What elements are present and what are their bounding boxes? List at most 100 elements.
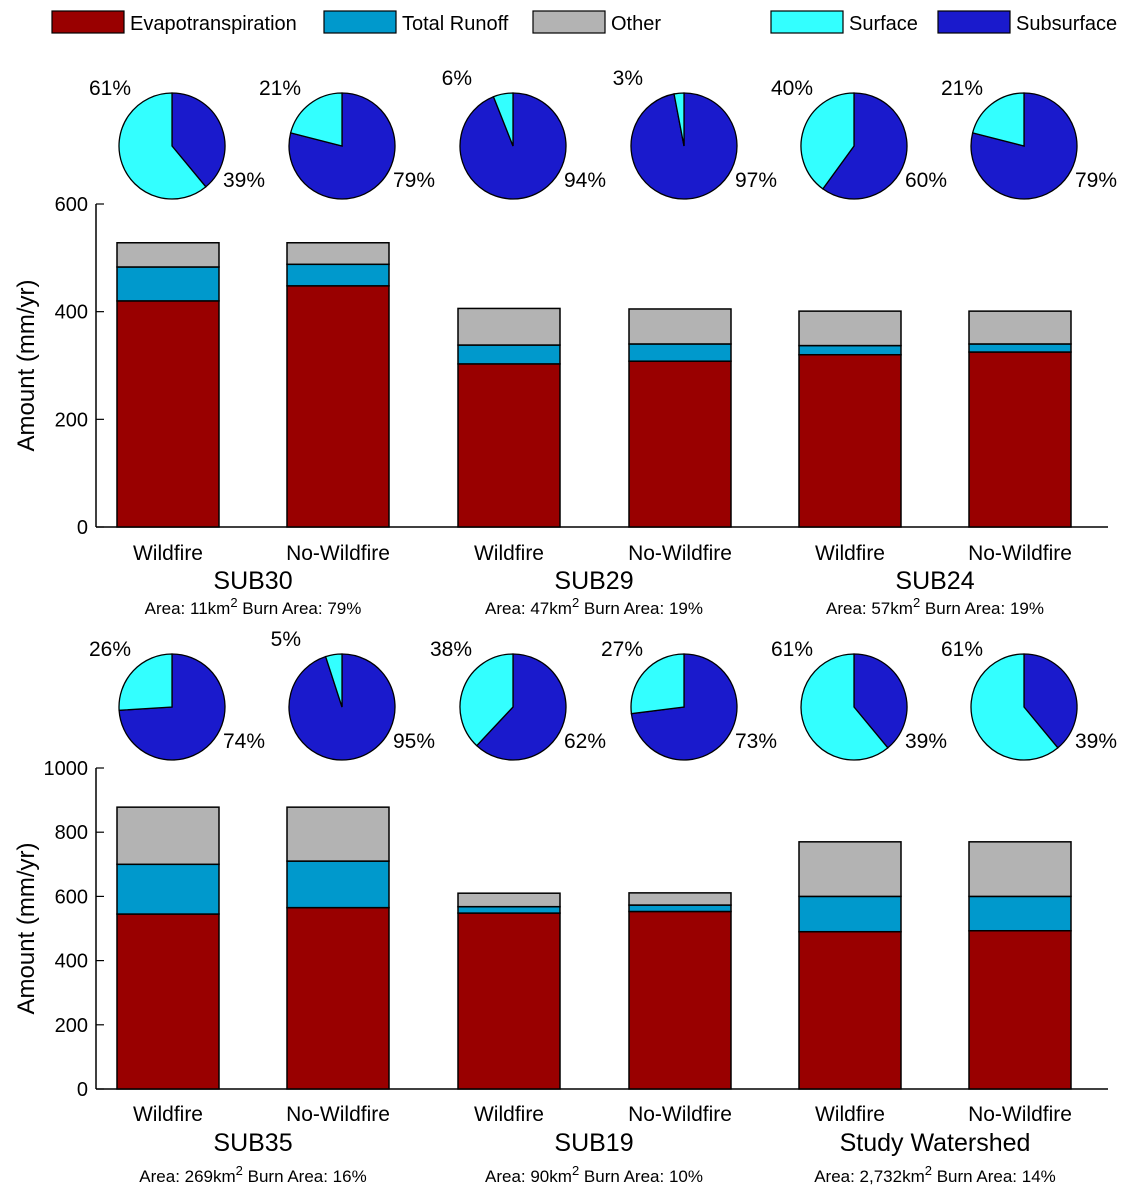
bar-segment <box>286 285 390 528</box>
bar-segment <box>116 266 220 302</box>
pie-slice-surface <box>492 92 514 147</box>
pie-label-subsurface: 94% <box>564 169 606 192</box>
legend-swatch-2 <box>532 10 606 34</box>
pie-label-surface: 38% <box>430 638 472 661</box>
bar-segment <box>798 344 902 356</box>
pie-slice-surface <box>118 92 207 200</box>
bar-segment <box>457 363 561 528</box>
bar-segment <box>286 263 390 287</box>
x-tick-label: No-Wildfire <box>286 542 390 565</box>
legend-swatch-1 <box>323 10 397 34</box>
x-tick-label: No-Wildfire <box>968 1103 1072 1126</box>
bar-segment <box>628 308 732 345</box>
group-caption: Area: 2,732km2 Burn Area: 14% <box>814 1163 1056 1186</box>
group-caption: Area: 269km2 Burn Area: 16% <box>139 1163 366 1186</box>
bar-segment <box>286 242 390 266</box>
x-tick-label: Wildfire <box>133 1103 203 1126</box>
x-tick-label: Wildfire <box>815 1103 885 1126</box>
pie-label-surface: 21% <box>941 77 983 100</box>
pie-label-surface: 61% <box>941 638 983 661</box>
pie-label-subsurface: 97% <box>735 169 777 192</box>
bar-segment <box>457 892 561 908</box>
x-tick-label: No-Wildfire <box>628 542 732 565</box>
pie-label-surface: 61% <box>89 77 131 100</box>
bar-segment <box>798 310 902 347</box>
bar-segment <box>798 841 902 898</box>
bar-segment <box>798 930 902 1090</box>
legend-label-0: Evapotranspiration <box>130 13 297 35</box>
group-name: SUB30 <box>213 567 292 595</box>
bar-segment <box>286 806 390 862</box>
pie-label-subsurface: 62% <box>564 730 606 753</box>
x-tick-label: Wildfire <box>133 542 203 565</box>
pie-slice-surface <box>459 653 514 747</box>
pie-label-subsurface: 73% <box>735 730 777 753</box>
y-tick-label: 200 <box>55 409 88 431</box>
y-axis-label: Amount (mm/yr) <box>13 279 40 451</box>
x-tick-label: No-Wildfire <box>286 1103 390 1126</box>
legend-label-1: Total Runoff <box>402 13 509 35</box>
bar-segment <box>628 910 732 1090</box>
pie-label-subsurface: 79% <box>1075 169 1117 192</box>
bar-segment <box>457 344 561 365</box>
legend-label-3: Surface <box>849 13 918 35</box>
pie-label-surface: 27% <box>601 638 643 661</box>
x-tick-label: Wildfire <box>815 542 885 565</box>
bar-segment <box>628 892 732 906</box>
pie-slice-surface <box>673 92 685 147</box>
pie-label-subsurface: 39% <box>905 730 947 753</box>
pie-label-surface: 21% <box>259 77 301 100</box>
bar-segment <box>116 242 220 268</box>
group-name: Study Watershed <box>840 1129 1031 1157</box>
pie-label-surface: 3% <box>613 67 643 90</box>
pie-label-surface: 5% <box>271 628 301 651</box>
pie-slice-surface <box>630 653 685 715</box>
pie-slice-subsurface <box>1023 653 1078 749</box>
pie-label-subsurface: 74% <box>223 730 265 753</box>
y-axis-label: Amount (mm/yr) <box>13 842 40 1014</box>
group-name: SUB35 <box>213 1129 292 1157</box>
group-caption: Area: 47km2 Burn Area: 19% <box>485 595 703 618</box>
pie-slice-subsurface <box>171 92 226 188</box>
bar-segment <box>798 895 902 933</box>
bar-segment <box>628 360 732 528</box>
pie-label-surface: 26% <box>89 638 131 661</box>
panel-top: 0 200 400 600 Amount (mm/yr) Wildfire No-Wildf… <box>13 67 1117 618</box>
bar-segment <box>286 906 390 1090</box>
pie-label-subsurface: 39% <box>1075 730 1117 753</box>
legend-label-2: Other <box>611 13 661 35</box>
legend-swatch-4 <box>937 10 1011 34</box>
group-caption: Area: 57km2 Burn Area: 19% <box>826 595 1044 618</box>
bar-segment <box>457 905 561 914</box>
pie-label-subsurface: 60% <box>905 169 947 192</box>
y-tick-label: 800 <box>55 822 88 844</box>
group-caption: Area: 11km2 Burn Area: 79% <box>145 595 362 618</box>
pie-slice-surface <box>800 653 889 761</box>
bar-segment <box>457 912 561 1090</box>
bar-segment <box>286 860 390 909</box>
pie-slice-surface <box>971 92 1025 147</box>
pie-slice-surface <box>324 653 343 708</box>
x-tick-label: Wildfire <box>474 542 544 565</box>
x-tick-label: Wildfire <box>474 1103 544 1126</box>
pie-label-subsurface: 95% <box>393 730 435 753</box>
bar-segment <box>628 904 732 913</box>
legend: Evapotranspiration Total Runoff Other Surfa… <box>51 10 1117 35</box>
pie-slice-surface <box>289 92 343 147</box>
pie-slice-surface <box>970 653 1059 761</box>
pie-label-surface: 6% <box>442 67 472 90</box>
bar-segment <box>628 343 732 362</box>
bar-segment <box>116 806 220 866</box>
pie-slice-subsurface <box>821 92 908 200</box>
pie-slice-surface <box>118 653 173 712</box>
y-tick-label: 1000 <box>44 758 89 780</box>
pie-label-surface: 40% <box>771 77 813 100</box>
pie-label-subsurface: 79% <box>393 169 435 192</box>
y-tick-label: 600 <box>55 194 88 216</box>
y-tick-label: 400 <box>55 302 88 324</box>
bar-segment <box>968 351 1072 528</box>
bar-segment <box>116 913 220 1090</box>
pie-label-subsurface: 39% <box>223 169 265 192</box>
bar-segment <box>968 929 1072 1090</box>
